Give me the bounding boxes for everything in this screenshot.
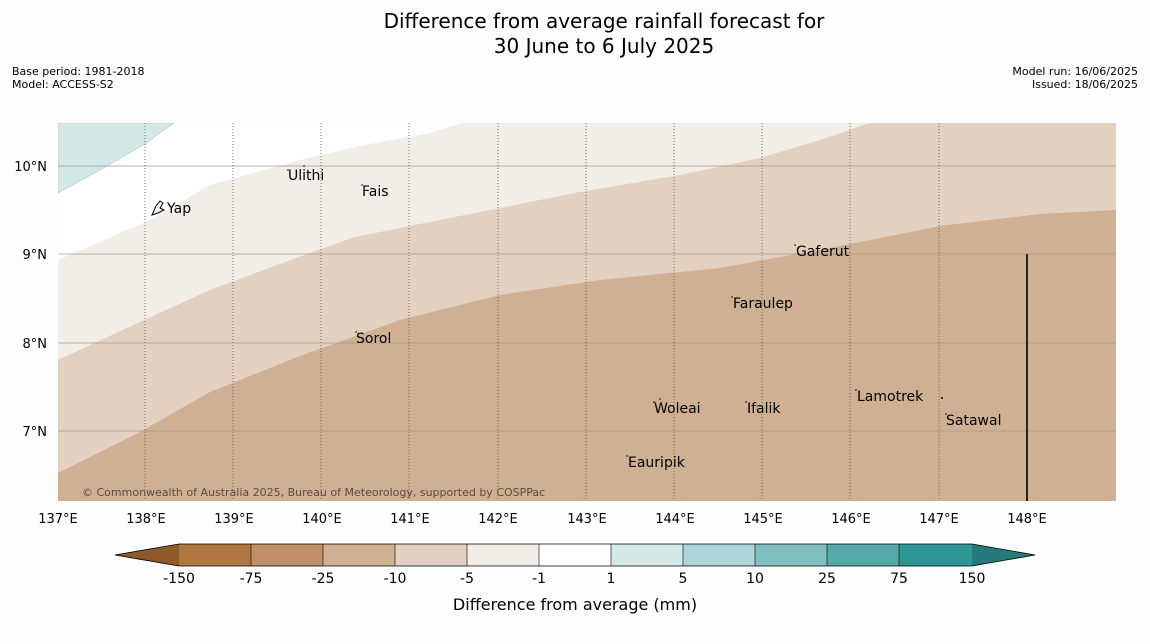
colorbar-tick: -150 bbox=[163, 571, 195, 587]
colorbar-over-arrow bbox=[972, 544, 1035, 566]
latitude-gridlines bbox=[58, 165, 1116, 432]
lon-label: 146°E bbox=[831, 512, 871, 527]
colorbar-swatch bbox=[395, 544, 467, 566]
colorbar-swatch bbox=[323, 544, 395, 566]
lon-label: 140°E bbox=[302, 512, 342, 527]
place-yap: Yap bbox=[166, 201, 191, 217]
rainfall-map: Ulithi Fais Yap Gaferut Faraulep Sorol W… bbox=[58, 123, 1116, 501]
colorbar-swatch bbox=[683, 544, 755, 566]
lat-label: 7°N bbox=[23, 425, 48, 440]
colorbar-swatch bbox=[827, 544, 899, 566]
colorbar-swatch bbox=[755, 544, 827, 566]
map-title: Difference from average rainfall forecas… bbox=[0, 9, 1150, 59]
lon-label: 138°E bbox=[126, 512, 166, 527]
place-lamotrek: Lamotrek bbox=[857, 389, 924, 405]
colorbar-tick: -25 bbox=[312, 571, 335, 587]
model-run-text: Model run: 16/06/2025 bbox=[1012, 65, 1138, 78]
copyright-notice: © Commonwealth of Australia 2025, Bureau… bbox=[82, 486, 545, 499]
colorbar-separators bbox=[250, 544, 900, 566]
lon-label: 147°E bbox=[919, 512, 959, 527]
place-faraulep: Faraulep bbox=[733, 296, 793, 312]
place-satawal: Satawal bbox=[946, 413, 1001, 429]
colorbar-tick: -1 bbox=[532, 571, 546, 587]
longitude-gridlines bbox=[144, 123, 940, 501]
lon-label: 142°E bbox=[478, 512, 518, 527]
colorbar-outline bbox=[114, 543, 1036, 567]
colorbar-tick: 75 bbox=[890, 571, 908, 587]
colorbar-swatch bbox=[179, 544, 251, 566]
lon-label: 144°E bbox=[655, 512, 695, 527]
colorbar-tick: 25 bbox=[818, 571, 836, 587]
colorbar-swatch bbox=[611, 544, 683, 566]
band-1-to-5 bbox=[58, 123, 175, 194]
place-ulithi: Ulithi bbox=[288, 168, 324, 184]
colorbar-swatch bbox=[251, 544, 323, 566]
base-period-text: Base period: 1981-2018 bbox=[12, 65, 145, 78]
place-eauripik: Eauripik bbox=[628, 455, 686, 471]
lon-label: 148°E bbox=[1007, 512, 1047, 527]
colorbar-tick: -75 bbox=[240, 571, 263, 587]
band-minus1-to-1 bbox=[58, 123, 462, 260]
colorbar-tick-labels: -150 -75 -25 -10 -5 -1 1 5 10 25 75 150 bbox=[163, 571, 985, 587]
longitude-labels: 137°E 138°E 139°E 140°E 141°E 142°E 143°… bbox=[38, 512, 1047, 527]
issued-text: Issued: 18/06/2025 bbox=[1031, 78, 1138, 91]
lon-label: 143°E bbox=[567, 512, 607, 527]
colorbar-tick: 1 bbox=[607, 571, 616, 587]
colorbar-tick: 10 bbox=[746, 571, 764, 587]
title-line-2: 30 June to 6 July 2025 bbox=[493, 34, 715, 58]
colorbar-under-arrow bbox=[115, 544, 179, 566]
lon-label: 137°E bbox=[38, 512, 78, 527]
colorbar-tick: -5 bbox=[460, 571, 474, 587]
place-woleai: Woleai bbox=[654, 401, 701, 417]
place-sorol: Sorol bbox=[356, 331, 391, 347]
colorbar-tick: 5 bbox=[679, 571, 688, 587]
colorbar: -150 -75 -25 -10 -5 -1 1 5 10 25 75 150 … bbox=[114, 543, 1036, 614]
latitude-labels: 10°N 9°N 8°N 7°N bbox=[14, 160, 47, 440]
place-fais: Fais bbox=[362, 184, 389, 200]
lat-label: 9°N bbox=[23, 248, 48, 263]
model-text: Model: ACCESS-S2 bbox=[12, 78, 114, 91]
lon-label: 141°E bbox=[390, 512, 430, 527]
place-ifalik: Ifalik bbox=[747, 401, 781, 417]
colorbar-swatch bbox=[539, 544, 611, 566]
band-minus5-to-minus1 bbox=[58, 123, 870, 360]
lon-label: 145°E bbox=[743, 512, 783, 527]
colorbar-tick: -10 bbox=[384, 571, 407, 587]
model-run-info: Model run: 16/06/2025 Issued: 18/06/2025 bbox=[1012, 65, 1138, 91]
lat-label: 8°N bbox=[23, 337, 48, 352]
colorbar-title: Difference from average (mm) bbox=[453, 595, 697, 614]
island-dots bbox=[287, 165, 947, 457]
place-gaferut: Gaferut bbox=[796, 244, 850, 260]
lon-label: 139°E bbox=[214, 512, 254, 527]
yap-island-outline bbox=[151, 200, 166, 216]
colorbar-swatch bbox=[899, 544, 972, 566]
colorbar-tick: 150 bbox=[959, 571, 986, 587]
title-line-1: Difference from average rainfall forecas… bbox=[383, 9, 825, 33]
colorbar-swatch bbox=[467, 544, 539, 566]
lat-label: 10°N bbox=[14, 160, 47, 175]
base-period-info: Base period: 1981-2018 Model: ACCESS-S2 bbox=[12, 65, 144, 91]
